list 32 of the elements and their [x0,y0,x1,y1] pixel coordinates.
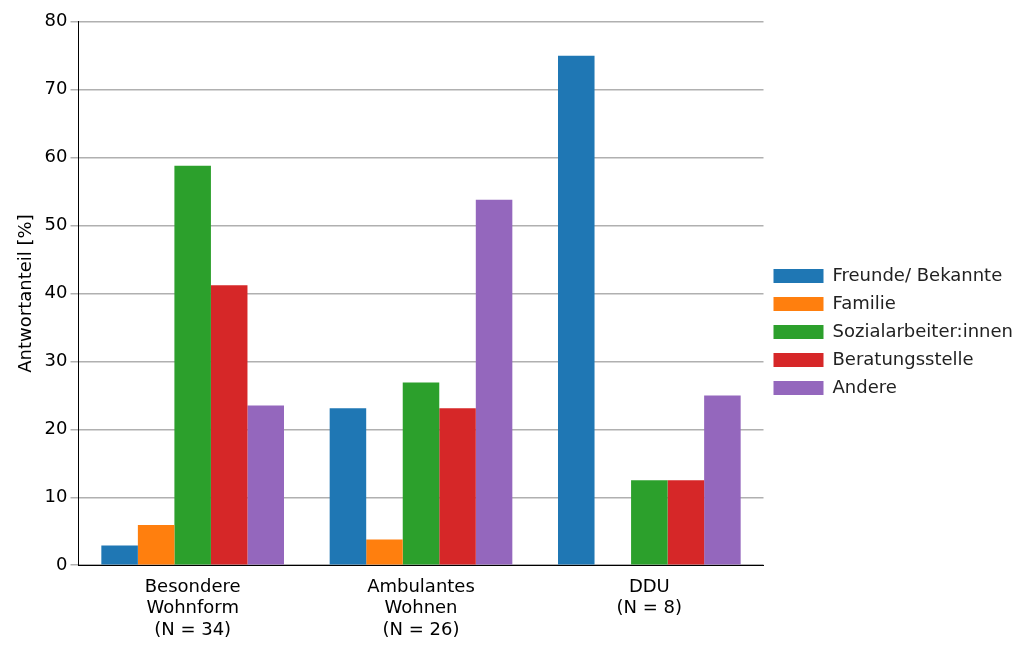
bar [402,382,440,565]
bar [667,480,705,565]
y-axis-title: Antwortanteil [%] [14,214,36,373]
y-tick-label: 40 [44,281,68,303]
y-tick-label: 50 [44,213,68,235]
bar [366,539,403,565]
bar [174,165,211,565]
y-tick-label: 70 [44,77,68,99]
bar [704,395,741,565]
x-tick-label: Ambulantes Wohnen (N = 26) [367,574,475,639]
y-tick-label: 60 [44,145,68,167]
bar [439,408,476,565]
x-tick-label: DDU (N = 8) [616,574,683,618]
y-tick-label: 0 [56,552,68,574]
bar [631,480,668,565]
bar [210,285,248,565]
y-tick-label: 10 [44,484,68,506]
bar [137,525,175,565]
x-tick-label: Besondere Wohnform (N = 34) [144,574,241,639]
bar [247,405,284,565]
bar [475,199,513,565]
legend-label: Freunde/ Bekannte [832,263,1003,285]
bar [329,408,367,565]
legend-label: Sozialarbeiter:innen [832,319,1013,341]
y-tick-label: 80 [44,9,68,31]
legend-label: Beratungsstelle [832,347,974,369]
bar [101,545,138,565]
legend-label: Familie [832,291,896,313]
legend-label: Andere [832,375,897,397]
y-tick-label: 30 [44,349,68,371]
y-tick-label: 20 [44,417,68,439]
bar [558,55,595,565]
